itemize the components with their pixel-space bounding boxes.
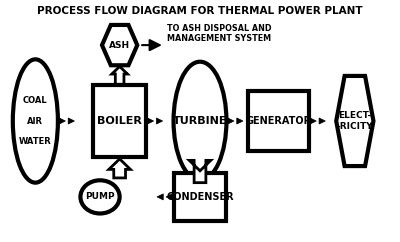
Polygon shape xyxy=(336,76,374,166)
Polygon shape xyxy=(68,118,74,124)
Text: TURBINE: TURBINE xyxy=(173,116,227,126)
Bar xyxy=(174,173,226,221)
Polygon shape xyxy=(109,159,130,178)
Text: ASH: ASH xyxy=(109,41,130,50)
Text: TO ASH DISPOSAL AND
MANAGEMENT SYSTEM: TO ASH DISPOSAL AND MANAGEMENT SYSTEM xyxy=(167,23,271,43)
Polygon shape xyxy=(157,194,163,200)
Polygon shape xyxy=(156,118,163,124)
Polygon shape xyxy=(102,25,137,65)
Bar xyxy=(93,85,146,157)
Text: BOILER: BOILER xyxy=(97,116,142,126)
Text: PUMP: PUMP xyxy=(85,192,115,201)
Text: ELECT-
-RICITY: ELECT- -RICITY xyxy=(336,111,373,131)
Polygon shape xyxy=(189,160,211,183)
Polygon shape xyxy=(310,118,316,124)
Polygon shape xyxy=(228,118,234,124)
Text: GENERATOR: GENERATOR xyxy=(245,116,312,126)
Text: COAL

AIR

WATER: COAL AIR WATER xyxy=(19,96,52,146)
Text: CONDENSER: CONDENSER xyxy=(166,192,234,202)
Polygon shape xyxy=(166,194,172,200)
Polygon shape xyxy=(112,67,128,84)
Text: PROCESS FLOW DIAGRAM FOR THERMAL POWER PLANT: PROCESS FLOW DIAGRAM FOR THERMAL POWER P… xyxy=(37,6,363,16)
Polygon shape xyxy=(59,118,66,124)
Bar xyxy=(248,91,309,151)
Polygon shape xyxy=(237,118,243,124)
Polygon shape xyxy=(319,118,325,124)
Polygon shape xyxy=(147,118,154,124)
